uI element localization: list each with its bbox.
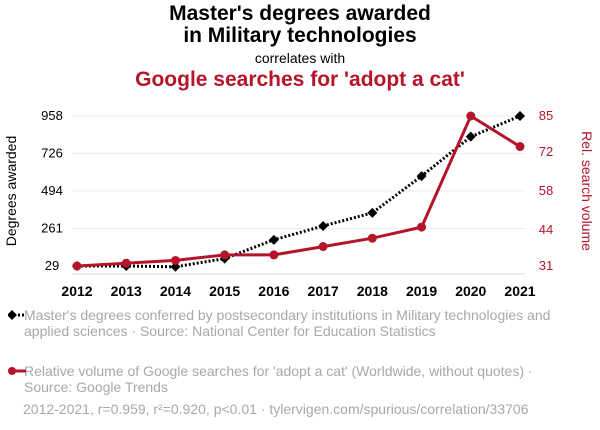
series-1-point	[318, 220, 329, 231]
series-2-point	[121, 258, 131, 268]
series-2-line	[76, 114, 521, 268]
chart-subtitle: correlates with	[254, 50, 346, 66]
left-tick-label: 29	[45, 258, 59, 273]
left-tick-label: 261	[41, 221, 63, 236]
right-axis-label: Rel. search volume	[579, 131, 595, 251]
legend-item-searches: Relative volume of Google searches for '…	[8, 363, 568, 395]
x-tick-label: 2013	[111, 283, 142, 299]
series-2-point	[318, 242, 328, 252]
x-tick-label: 2012	[61, 283, 92, 299]
x-tick-label: 2020	[455, 283, 486, 299]
series-layer	[72, 111, 525, 272]
series-2-point	[269, 250, 279, 260]
x-tick-label: 2018	[357, 283, 388, 299]
chart-title-line-3: Google searches for 'adopt a cat'	[135, 68, 465, 91]
left-axis-label: Degrees awarded	[3, 136, 19, 247]
right-tick-label: 44	[539, 222, 553, 237]
series-1-point	[268, 234, 279, 245]
chart-svg: Degrees awarded 29 261 494 726 958 Rel. sear…	[3, 108, 595, 299]
right-tick-label: 31	[539, 258, 553, 273]
x-tick-label: 2015	[209, 283, 240, 299]
legend-text-degrees: Master's degrees conferred by postsecond…	[24, 307, 551, 339]
x-tick-label: 2019	[406, 283, 437, 299]
series-2-point	[417, 222, 427, 232]
left-axis: Degrees awarded 29 261 494 726 958	[3, 108, 63, 273]
left-tick-label: 494	[41, 183, 63, 198]
legend-marker-solid-circle	[8, 367, 26, 375]
footer-stats: 2012-2021, r=0.959, r²=0.920, p<0.01 · t…	[23, 401, 529, 417]
left-tick-label: 958	[41, 108, 63, 123]
series-2-point	[367, 233, 377, 243]
series-2-point	[220, 250, 230, 260]
series-1-point	[367, 207, 378, 218]
series-1-point	[465, 131, 476, 142]
legend-item-degrees: Master's degrees conferred by postsecond…	[8, 307, 568, 339]
x-tick-label: 2017	[308, 283, 339, 299]
series-2-point	[170, 255, 180, 265]
right-axis: Rel. search volume 31 44 58 72 85	[539, 108, 595, 273]
chart-title-line-2: in Military technologies	[183, 24, 417, 47]
legend-marker-dotted-diamond	[8, 310, 26, 320]
left-tick-label: 726	[41, 145, 63, 160]
series-1-point	[416, 171, 427, 182]
chart-title-line-1: Master's degrees awarded	[169, 2, 431, 25]
series-1-point	[515, 111, 525, 121]
series-2-point	[72, 261, 82, 271]
x-axis: 2012 2013 2014 2015 2016 2017 2018 2019 2020 2021	[61, 283, 535, 299]
grid-layer	[72, 115, 525, 275]
series-2-point	[515, 142, 525, 152]
series-1-line	[77, 114, 521, 269]
series-2-point	[466, 111, 476, 121]
right-tick-label: 72	[539, 144, 553, 159]
x-tick-label: 2021	[504, 283, 535, 299]
right-tick-label: 58	[539, 183, 553, 198]
x-tick-label: 2016	[258, 283, 289, 299]
right-tick-label: 85	[539, 108, 553, 123]
x-tick-label: 2014	[160, 283, 191, 299]
series-1-point	[170, 261, 181, 272]
legend-text-searches: Relative volume of Google searches for '…	[24, 363, 533, 395]
